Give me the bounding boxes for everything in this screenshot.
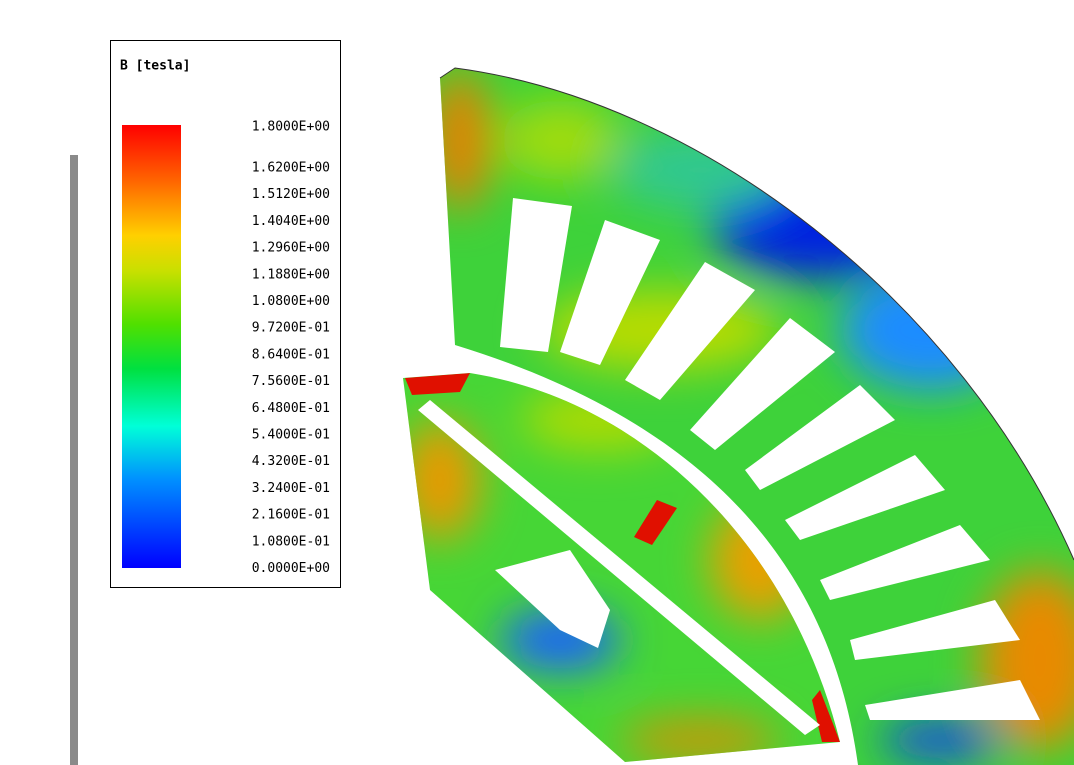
legend-label: 0.0000E+00 (252, 561, 330, 576)
legend-label: 1.6200E+00 (252, 161, 330, 176)
legend-label: 2.1600E-01 (252, 508, 330, 523)
legend-label: 9.7200E-01 (252, 321, 330, 336)
legend-label: 4.3200E-01 (252, 454, 330, 469)
legend-title: B [tesla] (120, 59, 190, 74)
page: B [tesla] 1.8000E+00 1.6200E+00 1.5120E+00… (0, 0, 1074, 765)
legend-label: 1.2960E+00 (252, 241, 330, 256)
scroll-bar (70, 155, 78, 765)
legend-label: 1.0800E+00 (252, 294, 330, 309)
legend-label: 6.4800E-01 (252, 401, 330, 416)
legend-label: 1.5120E+00 (252, 187, 330, 202)
color-bar (122, 125, 181, 568)
legend-label: 3.2400E-01 (252, 481, 330, 496)
legend-label: 8.6400E-01 (252, 347, 330, 362)
legend: B [tesla] 1.8000E+00 1.6200E+00 1.5120E+00… (111, 41, 341, 588)
legend-label: 7.5600E-01 (252, 374, 330, 389)
legend-label: 1.0800E-01 (252, 534, 330, 549)
legend-labels: 1.8000E+00 1.6200E+00 1.5120E+00 1.4040E+00… (252, 120, 330, 577)
field-plot: B [tesla] 1.8000E+00 1.6200E+00 1.5120E+00… (0, 0, 1074, 765)
legend-label: 1.1880E+00 (252, 267, 330, 282)
legend-label: 1.8000E+00 (252, 120, 330, 135)
legend-label: 1.4040E+00 (252, 214, 330, 229)
legend-label: 5.4000E-01 (252, 428, 330, 443)
